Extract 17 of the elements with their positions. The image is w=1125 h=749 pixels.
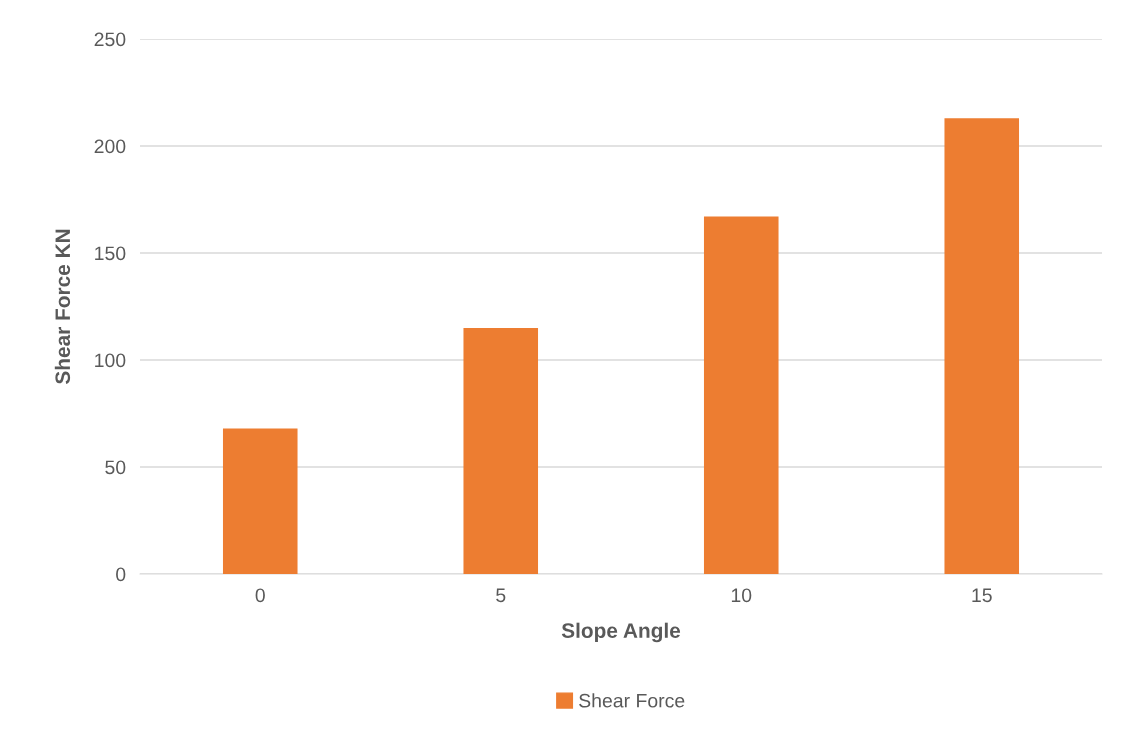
y-tick-label: 50 — [105, 460, 126, 475]
bar — [703, 216, 779, 574]
x-tick-label: 5 — [496, 588, 506, 603]
bar — [222, 428, 298, 574]
legend-label: Shear Force — [579, 693, 685, 708]
y-tick-label: 150 — [95, 246, 126, 261]
x-tick-label: 15 — [972, 588, 992, 603]
bar — [944, 118, 1020, 574]
y-axis-title: Shear Force KN — [54, 229, 71, 385]
y-tick-label: 250 — [94, 32, 126, 47]
x-tick-label: 0 — [255, 588, 265, 603]
x-axis-title: Slope Angle — [561, 622, 681, 643]
bar — [463, 327, 539, 574]
x-tick-label: 10 — [731, 588, 752, 603]
y-tick-label: 100 — [95, 353, 126, 368]
y-tick-label: 200 — [94, 139, 126, 154]
y-tick-label: 0 — [116, 567, 126, 582]
